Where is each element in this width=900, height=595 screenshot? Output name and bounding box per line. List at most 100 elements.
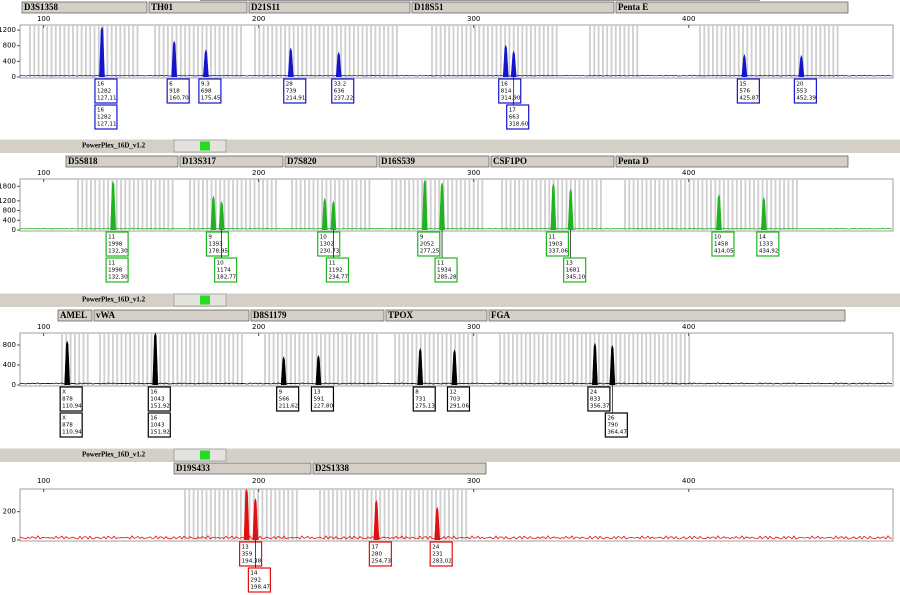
allele-label: 17 (509, 108, 517, 114)
marker-label: AMEL (60, 310, 87, 320)
x-tick-label: 400 (682, 169, 695, 177)
marker-bar (65, 155, 179, 168)
allele-label-box (429, 541, 453, 567)
peak-height-label: 833 (590, 397, 601, 403)
y-tick-label: 800 (3, 341, 16, 349)
y-tick-label: 1200 (0, 197, 16, 205)
marker-label: D7S820 (287, 156, 317, 166)
allele-label-box (59, 412, 83, 438)
peak-size-label: 127,11 (97, 122, 117, 128)
marker-bar (179, 155, 284, 168)
peak (741, 53, 748, 77)
peak-height-label: 576 (739, 89, 750, 95)
allele-label: 16 (150, 416, 158, 422)
x-tick-label: 300 (467, 477, 480, 485)
allele-label: 16 (97, 108, 105, 114)
panel-header-title: PowerPlex_16D_v1.2 (82, 142, 146, 150)
plot-frame (19, 488, 894, 542)
peak-size-label: 227,80 (313, 404, 333, 410)
y-tick-label: 1800 (0, 182, 16, 190)
x-tick-label: 100 (37, 323, 50, 331)
peak-height-label: 1393 (208, 242, 223, 248)
allele-label-box (205, 231, 230, 257)
y-tick-label: 0 (12, 381, 16, 389)
marker-label: CSF1PO (493, 156, 527, 166)
allele-label-box (276, 386, 300, 412)
peak-size-label: 234,77 (328, 275, 348, 281)
allele-label-box (412, 386, 436, 412)
marker-bar (248, 1, 411, 14)
allele-label: 26 (607, 416, 615, 422)
plot-area (19, 178, 894, 232)
y-tick-label: 0 (12, 536, 16, 544)
marker-bar (57, 309, 93, 322)
peak-height-label: 918 (169, 89, 180, 95)
allele-label-box (59, 386, 83, 412)
peak (592, 342, 598, 385)
peak-height-label: 1282 (97, 115, 111, 121)
allele-label: 13 (313, 390, 321, 396)
allele-label: 33.2 (334, 82, 346, 88)
peak-size-label: 110,94 (62, 430, 82, 436)
allele-label-box (105, 231, 129, 257)
marker-label: vWA (96, 310, 116, 320)
dye-indicator (200, 295, 210, 305)
marker-bar (411, 1, 615, 14)
allele-label-box (446, 386, 471, 412)
x-tick-label: 300 (467, 323, 480, 331)
peak-height-label: 1681 (566, 268, 581, 274)
peak-height-label: 636 (334, 89, 345, 95)
allele-label: 14 (250, 571, 258, 577)
x-tick-label: 100 (37, 169, 50, 177)
peak-height-label: 1333 (759, 242, 774, 248)
allele-label-box (317, 231, 341, 257)
peak (434, 506, 441, 540)
x-tick-label: 200 (252, 323, 265, 331)
marker-label: D18S51 (414, 2, 444, 12)
allele-label-box (94, 78, 118, 104)
plot-frame (19, 24, 894, 79)
peak (798, 54, 805, 77)
marker-bar (490, 155, 615, 168)
marker-bar (378, 155, 490, 168)
peak-size-label: 110,94 (62, 404, 82, 410)
peak-height-label: 1302 (320, 242, 334, 248)
allele-label: 14 (759, 235, 767, 241)
allele-label: X (62, 416, 66, 422)
marker-label: TPOX (388, 310, 414, 320)
peak-height-label: 1192 (328, 268, 342, 274)
peak-height-label: 231 (432, 552, 443, 558)
allele-label: 11 (548, 235, 556, 241)
peak-height-label: 878 (62, 397, 73, 403)
x-tick-label: 200 (252, 477, 265, 485)
peak-size-label: 337,06 (548, 249, 568, 255)
peak-size-label: 198,47 (250, 585, 270, 591)
peak-size-label: 345,10 (566, 275, 586, 281)
allele-label: 10 (714, 235, 722, 241)
peak-height-label: 739 (286, 89, 297, 95)
peak-size-label: 151,92 (150, 404, 170, 410)
peak (203, 48, 209, 77)
marker-bar (615, 1, 849, 14)
peak (252, 497, 259, 540)
peak-height-label: 1903 (548, 242, 563, 248)
peak-height-label: 790 (607, 423, 618, 429)
x-tick-label: 300 (467, 169, 480, 177)
marker-bar (93, 309, 250, 322)
peak-height-label: 280 (371, 552, 382, 558)
allele-label-box (105, 257, 129, 283)
marker-label: Penta E (618, 2, 648, 12)
marker-label: D5S818 (68, 156, 98, 166)
x-tick-label: 400 (682, 477, 695, 485)
peak (315, 354, 322, 385)
peak (417, 347, 424, 385)
allele-label-box (498, 78, 522, 104)
peak-height-label: 663 (509, 115, 520, 121)
x-tick-label: 200 (252, 15, 265, 23)
allele-label-box (166, 78, 190, 104)
peak (330, 200, 337, 230)
peak-size-label: 283,02 (432, 559, 452, 565)
allele-label-box (756, 231, 780, 257)
allele-label: 9 (279, 390, 283, 396)
allele-label: 12 (449, 390, 456, 396)
